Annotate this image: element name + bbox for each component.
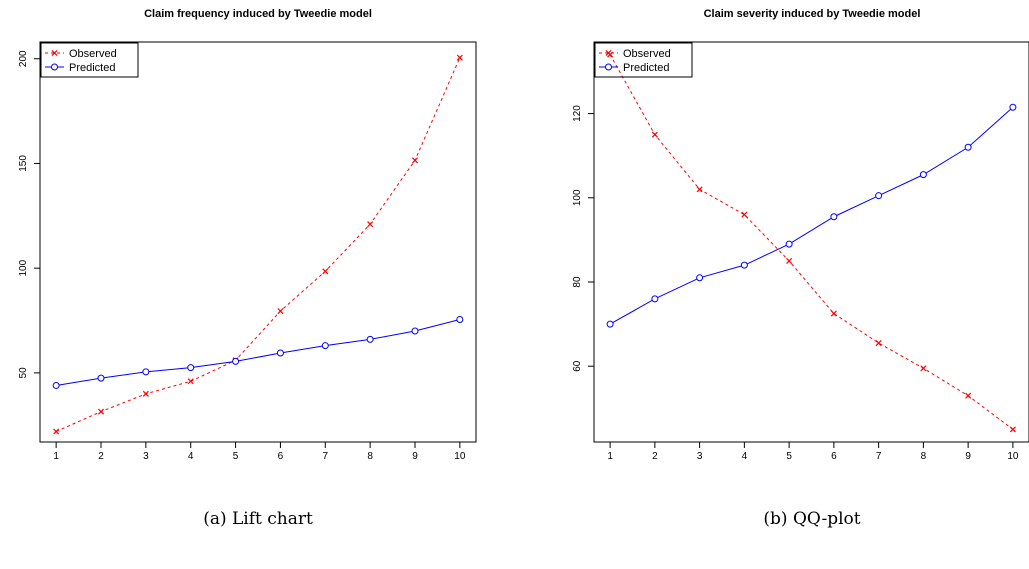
data-point-predicted xyxy=(276,349,284,357)
data-point-predicted xyxy=(187,364,195,372)
data-point-observed xyxy=(875,340,882,347)
x-tick-label: 8 xyxy=(367,451,373,462)
y-tick-label: 50 xyxy=(18,367,29,379)
data-point-observed xyxy=(187,378,194,385)
x-tick-label: 3 xyxy=(697,451,703,462)
data-point-predicted xyxy=(232,357,240,365)
data-point-predicted xyxy=(964,143,972,151)
x-tick-label: 5 xyxy=(786,451,792,462)
legend-label-predicted: Predicted xyxy=(623,62,669,74)
y-tick-label: 200 xyxy=(18,50,29,67)
data-point-predicted xyxy=(411,327,419,335)
x-tick-label: 6 xyxy=(278,451,284,462)
data-point-predicted xyxy=(606,320,614,328)
x-tick-label: 5 xyxy=(233,451,239,462)
x-tick-label: 4 xyxy=(188,451,194,462)
x-tick-label: 9 xyxy=(412,451,418,462)
data-point-predicted xyxy=(1009,103,1017,111)
data-point-observed xyxy=(411,157,419,164)
data-point-predicted xyxy=(919,171,927,179)
x-tick-label: 2 xyxy=(98,451,104,462)
data-point-observed xyxy=(277,308,284,315)
legend-label-observed: Observed xyxy=(69,48,117,60)
data-point-predicted xyxy=(321,342,329,350)
series-line-observed xyxy=(55,57,461,432)
x-tick-label: 4 xyxy=(742,451,748,462)
y-tick-label: 80 xyxy=(572,276,583,288)
y-tick-label: 60 xyxy=(572,360,583,372)
data-point-predicted xyxy=(97,374,105,382)
data-point-observed xyxy=(651,131,658,138)
series-line-observed xyxy=(609,54,1014,430)
x-tick-label: 7 xyxy=(323,451,329,462)
y-tick-label: 120 xyxy=(572,105,583,122)
x-tick-label: 10 xyxy=(454,451,466,462)
data-point-predicted xyxy=(830,213,838,221)
legend-label-observed: Observed xyxy=(623,48,671,60)
legend-box xyxy=(40,42,139,78)
data-point-predicted xyxy=(740,261,748,269)
data-point-observed xyxy=(456,54,463,61)
x-tick-label: 3 xyxy=(143,451,149,462)
data-point-predicted xyxy=(52,381,60,389)
y-tick-label: 150 xyxy=(18,155,29,172)
chart-panel-1: Claim frequency induced by Tweedie model… xyxy=(18,8,477,529)
data-point-observed xyxy=(322,268,329,275)
data-point-observed xyxy=(142,390,149,397)
data-point-observed xyxy=(920,365,927,372)
data-point-predicted xyxy=(366,335,374,343)
legend-label-predicted: Predicted xyxy=(69,62,115,74)
data-point-observed xyxy=(1009,426,1016,433)
x-tick-label: 9 xyxy=(965,451,971,462)
data-point-predicted xyxy=(142,368,150,376)
x-tick-label: 8 xyxy=(921,451,927,462)
chart-title: Claim severity induced by Tweedie model xyxy=(704,8,921,20)
series-line-predicted xyxy=(609,106,1014,325)
data-point-predicted xyxy=(875,192,883,200)
data-point-observed xyxy=(53,428,60,435)
data-point-observed xyxy=(830,310,837,317)
data-point-observed xyxy=(965,392,972,399)
data-point-observed xyxy=(741,211,748,218)
chart-panel-2: Claim severity induced by Tweedie model 1… xyxy=(572,8,1029,529)
chart-title: Claim frequency induced by Tweedie model xyxy=(144,8,372,20)
data-point-predicted xyxy=(651,295,659,303)
x-tick-label: 1 xyxy=(53,451,59,462)
x-tick-label: 6 xyxy=(831,451,837,462)
x-tick-label: 1 xyxy=(607,451,613,462)
data-point-observed xyxy=(696,186,703,193)
data-point-predicted xyxy=(785,240,793,248)
data-point-predicted xyxy=(456,315,464,323)
y-tick-label: 100 xyxy=(572,189,583,206)
figure-caption: (b) QQ-plot xyxy=(763,509,860,529)
x-tick-label: 10 xyxy=(1007,451,1019,462)
legend: Observed Predicted xyxy=(40,42,139,78)
plot-area xyxy=(39,41,477,443)
series-line-predicted xyxy=(56,319,460,386)
figure-caption: (a) Lift chart xyxy=(203,509,313,529)
data-point-predicted xyxy=(696,274,704,282)
data-point-observed xyxy=(367,221,374,228)
data-point-observed xyxy=(786,257,793,264)
x-tick-label: 2 xyxy=(652,451,658,462)
legend: Observed Predicted xyxy=(594,42,693,78)
plot-area xyxy=(593,41,1029,443)
y-tick-label: 100 xyxy=(18,259,29,276)
x-tick-label: 7 xyxy=(876,451,882,462)
legend-box xyxy=(594,42,693,78)
data-point-observed xyxy=(97,408,105,415)
